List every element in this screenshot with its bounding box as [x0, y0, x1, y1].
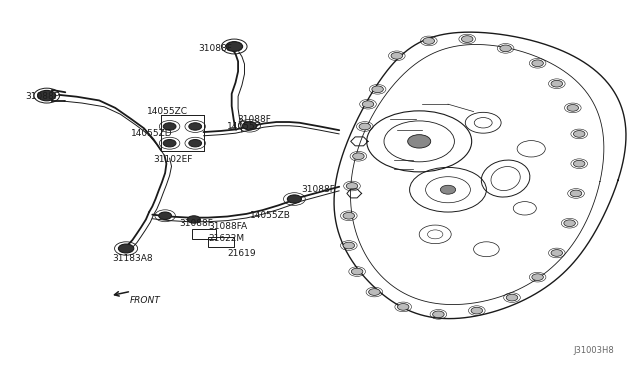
- Text: 14055ZB: 14055ZB: [250, 211, 291, 220]
- Text: 14055Z: 14055Z: [227, 122, 262, 131]
- Bar: [192, 229, 216, 239]
- Circle shape: [532, 60, 543, 67]
- Text: 31088F: 31088F: [26, 92, 60, 101]
- Text: J31003H8: J31003H8: [573, 346, 614, 355]
- Text: 14055ZD: 14055ZD: [131, 129, 173, 138]
- Circle shape: [372, 86, 383, 93]
- Circle shape: [391, 52, 403, 59]
- Circle shape: [159, 212, 172, 219]
- Text: 31088F: 31088F: [198, 44, 232, 53]
- Circle shape: [189, 140, 202, 147]
- Text: 21622M: 21622M: [208, 234, 244, 243]
- Text: 31183A8: 31183A8: [112, 254, 152, 263]
- Circle shape: [38, 90, 56, 101]
- Circle shape: [471, 307, 483, 314]
- Polygon shape: [334, 32, 626, 319]
- Text: FRONT: FRONT: [129, 296, 160, 305]
- Circle shape: [353, 153, 364, 160]
- Text: 31088F: 31088F: [301, 185, 335, 194]
- Circle shape: [369, 289, 380, 295]
- Circle shape: [564, 220, 575, 227]
- Circle shape: [118, 244, 134, 253]
- Circle shape: [351, 268, 363, 275]
- Text: 21619: 21619: [227, 249, 256, 258]
- Circle shape: [423, 38, 435, 44]
- Circle shape: [573, 131, 585, 137]
- Circle shape: [573, 160, 585, 167]
- Circle shape: [359, 123, 371, 130]
- Circle shape: [343, 212, 355, 219]
- Circle shape: [188, 216, 200, 223]
- Circle shape: [461, 36, 473, 42]
- Circle shape: [346, 183, 358, 189]
- Circle shape: [532, 274, 543, 280]
- Circle shape: [397, 304, 409, 310]
- Circle shape: [570, 190, 582, 197]
- Circle shape: [551, 80, 563, 87]
- Circle shape: [433, 311, 444, 318]
- Circle shape: [163, 140, 176, 147]
- Circle shape: [408, 135, 431, 148]
- Circle shape: [500, 45, 511, 52]
- Text: 31088FA: 31088FA: [208, 222, 247, 231]
- Circle shape: [440, 185, 456, 194]
- Text: 31102EF: 31102EF: [154, 155, 193, 164]
- Circle shape: [343, 242, 355, 249]
- Circle shape: [567, 105, 579, 111]
- Circle shape: [163, 123, 176, 130]
- Circle shape: [226, 42, 243, 51]
- Circle shape: [362, 101, 374, 108]
- Circle shape: [506, 294, 518, 301]
- Text: 31088F: 31088F: [179, 219, 213, 228]
- Circle shape: [551, 250, 563, 256]
- Text: 14055ZC: 14055ZC: [147, 107, 188, 116]
- Circle shape: [189, 123, 202, 130]
- Circle shape: [243, 122, 257, 130]
- Bar: [208, 237, 234, 247]
- Text: 31088F: 31088F: [237, 115, 271, 124]
- Circle shape: [287, 195, 301, 203]
